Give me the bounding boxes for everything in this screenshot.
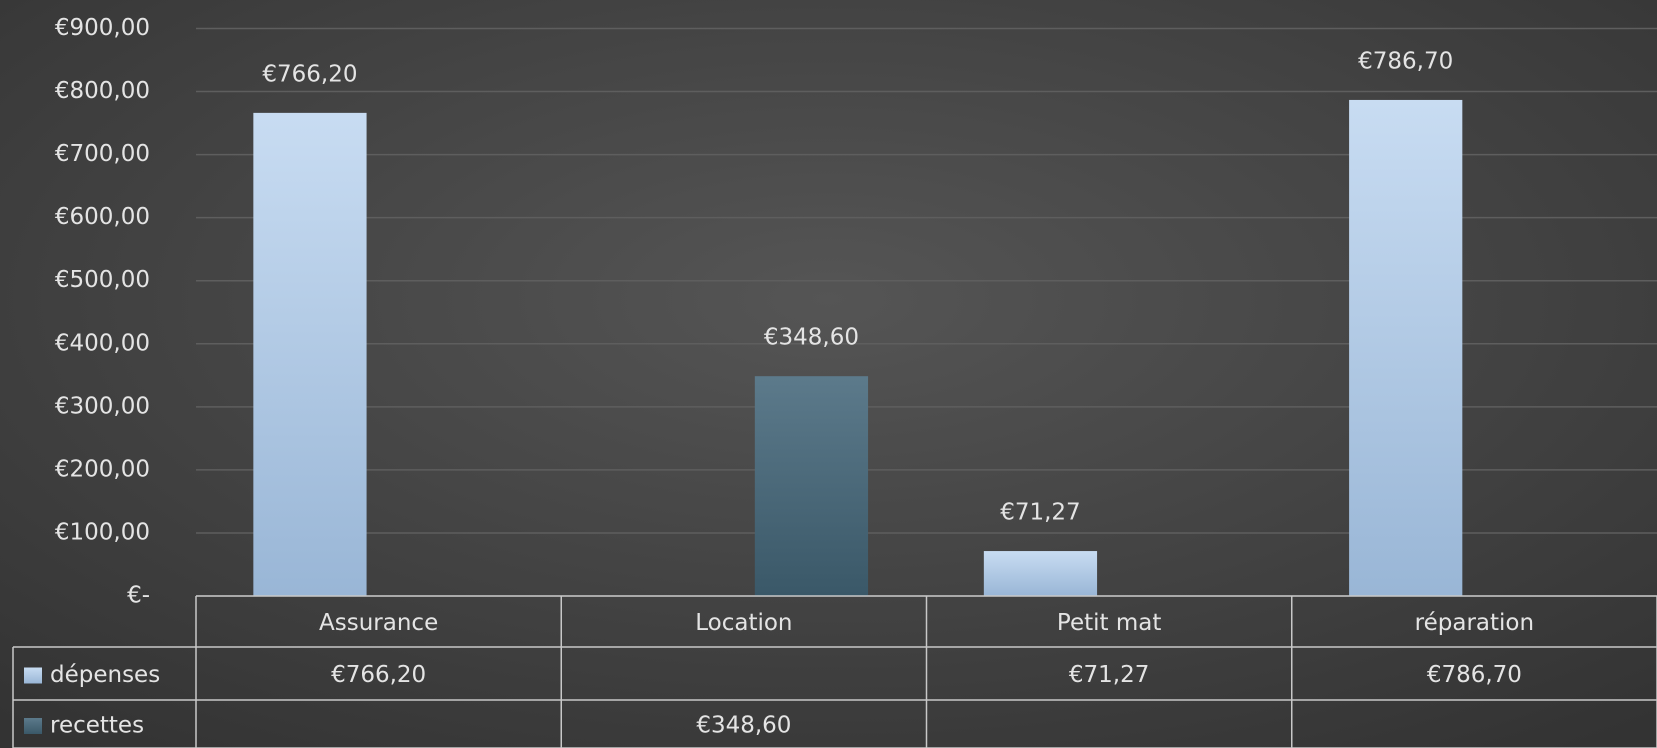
bar xyxy=(983,551,1098,596)
y-tick-label: €500,00 xyxy=(55,267,150,293)
y-tick-label: €800,00 xyxy=(55,78,150,104)
data-label: €348,60 xyxy=(764,325,859,351)
legend-swatch xyxy=(24,667,42,684)
legend-label: dépenses xyxy=(50,662,160,688)
y-tick-label: €700,00 xyxy=(55,141,150,167)
bar xyxy=(1349,99,1463,596)
bar xyxy=(754,376,869,596)
y-tick-label: €900,00 xyxy=(55,15,150,41)
y-tick-label: €- xyxy=(127,583,150,609)
y-tick-label: €600,00 xyxy=(55,204,150,230)
x-tick-label: Petit mat xyxy=(1057,610,1161,636)
legend-swatch xyxy=(24,718,42,734)
legend-label: recettes xyxy=(50,713,144,739)
x-tick-label: Location xyxy=(695,610,792,636)
y-tick-label: €200,00 xyxy=(55,456,150,482)
y-tick-label: €400,00 xyxy=(55,330,150,356)
table-value: €766,20 xyxy=(331,662,426,688)
y-tick-label: €300,00 xyxy=(55,393,150,419)
data-label: €786,70 xyxy=(1358,48,1453,74)
data-label: €71,27 xyxy=(1000,500,1080,526)
table-value: €348,60 xyxy=(696,713,791,739)
table-value: €71,27 xyxy=(1069,662,1149,688)
x-tick-label: réparation xyxy=(1415,610,1534,636)
bar xyxy=(253,112,367,596)
x-tick-label: Assurance xyxy=(319,610,438,636)
y-tick-label: €100,00 xyxy=(55,519,150,545)
data-label: €766,20 xyxy=(262,61,357,87)
table-value: €786,70 xyxy=(1427,662,1522,688)
